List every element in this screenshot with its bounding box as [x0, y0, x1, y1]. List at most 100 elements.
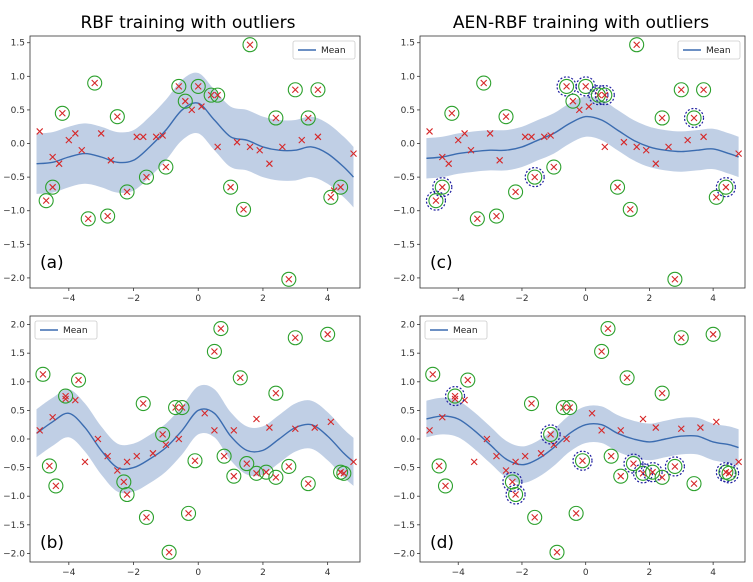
- y-tick-label: −1.0: [3, 207, 25, 217]
- panel-label: (d): [430, 533, 454, 553]
- outlier-point: [582, 83, 590, 90]
- detected-outlier-ring: [715, 462, 736, 483]
- outlier-point: [217, 325, 225, 332]
- outlier-ring: [673, 330, 689, 346]
- data-point: [256, 146, 264, 154]
- outlier-point: [569, 97, 577, 105]
- outlier-point: [162, 163, 170, 171]
- outlier-ring: [527, 509, 543, 525]
- outlier-point: [39, 370, 47, 378]
- outlier-point: [304, 114, 312, 122]
- legend-label: Mean: [63, 326, 88, 336]
- panel-label: (c): [430, 253, 453, 273]
- data-point: [617, 427, 625, 434]
- outlier-point: [159, 431, 167, 438]
- data-point: [246, 143, 254, 151]
- outlier-point: [230, 472, 238, 480]
- outlier-point: [547, 431, 555, 438]
- outlier-point: [262, 468, 270, 476]
- data-point: [633, 143, 641, 151]
- data-point: [540, 133, 548, 141]
- y-tick-label: 0.0: [11, 140, 26, 150]
- outlier-point: [143, 173, 150, 181]
- outlier-ring: [654, 469, 670, 485]
- outlier-ring: [268, 385, 284, 401]
- y-tick-label: 1.5: [401, 39, 415, 49]
- y-tick-label: 0.0: [401, 140, 416, 150]
- outlier-ring: [323, 189, 339, 205]
- data-point: [278, 143, 286, 151]
- outlier-point: [62, 392, 69, 400]
- outlier-point: [531, 513, 539, 521]
- outlier-ring: [718, 179, 734, 195]
- outlier-point: [559, 404, 567, 411]
- x-tick-label: −2: [515, 568, 528, 578]
- outlier-point: [677, 334, 685, 342]
- detected-outlier-ring: [502, 471, 523, 493]
- outlier-point: [550, 163, 558, 171]
- data-point: [652, 160, 660, 168]
- detected-outlier-ring: [642, 462, 663, 483]
- y-tick-label: −1.5: [393, 240, 415, 250]
- legend-box: [292, 40, 356, 60]
- y-tick-label: 2.0: [11, 321, 26, 331]
- legend: Mean: [34, 320, 98, 340]
- confidence-band: [36, 72, 354, 208]
- panels: −4 −2 0 2 4 −2.0 −1.5 −1.0 −0.5 0.0 0.5 1.0 1.5 Mean (…: [3, 35, 746, 578]
- left-column-title: RBF training with outliers: [81, 13, 296, 33]
- y-tick-label: 1.0: [11, 378, 26, 388]
- confidence-band: [426, 397, 739, 484]
- outlier-point: [531, 173, 539, 181]
- outlier-ring: [235, 201, 252, 217]
- detected-outlier-ring: [632, 463, 654, 484]
- panel-label: (a): [40, 253, 64, 273]
- outlier-ring: [673, 82, 689, 98]
- outlier-point: [429, 370, 437, 378]
- outlier-point: [442, 482, 449, 490]
- outlier-ring: [654, 385, 670, 401]
- outlier-point: [272, 473, 280, 481]
- outlier-ring: [437, 478, 454, 494]
- outlier-ring: [287, 82, 303, 98]
- y-tick-label: 0.5: [401, 106, 415, 116]
- x-tick-label: −4: [452, 568, 466, 578]
- data-point: [502, 467, 510, 474]
- data-point: [528, 133, 535, 141]
- data-point: [350, 458, 357, 466]
- outlier-point: [448, 109, 456, 117]
- outlier-point: [712, 193, 720, 201]
- outlier-point: [671, 275, 679, 283]
- data-point: [36, 427, 44, 434]
- outlier-ring: [705, 326, 721, 342]
- outlier-point: [435, 462, 443, 470]
- outlier-point: [104, 212, 112, 220]
- detected-outlier-ring: [556, 76, 577, 97]
- x-tick-label: 4: [325, 294, 331, 304]
- outlier-ring: [543, 426, 559, 442]
- data-point: [426, 427, 433, 434]
- outlier-ring: [226, 468, 242, 484]
- data-point: [139, 133, 147, 141]
- outlier-point: [658, 473, 666, 481]
- data-point: [107, 156, 115, 164]
- x-tick-label: 0: [195, 568, 201, 578]
- outlier-point: [563, 83, 570, 90]
- outlier-ring: [721, 465, 737, 481]
- outlier-ring: [287, 330, 303, 346]
- outlier-ring: [667, 271, 683, 287]
- x-tick-label: −4: [62, 294, 76, 304]
- data-point: [547, 132, 555, 139]
- outlier-point: [285, 275, 293, 283]
- outlier-point: [432, 197, 440, 205]
- panel-b: −4 −2 0 2 4 −2.0 −1.5 −1.0 −0.5 0.0 0.5 1.0 1.5 2.0 Me…: [3, 315, 361, 578]
- outlier-point: [185, 509, 192, 517]
- data-point: [493, 452, 500, 460]
- data-point: [266, 424, 273, 431]
- outlier-point: [607, 452, 615, 460]
- outlier-ring: [155, 426, 171, 442]
- outlier-point: [214, 91, 222, 99]
- detected-outlier-ring: [683, 107, 705, 129]
- detected-outlier-ring: [432, 177, 453, 198]
- data-point: [230, 427, 238, 434]
- data-point: [665, 143, 672, 151]
